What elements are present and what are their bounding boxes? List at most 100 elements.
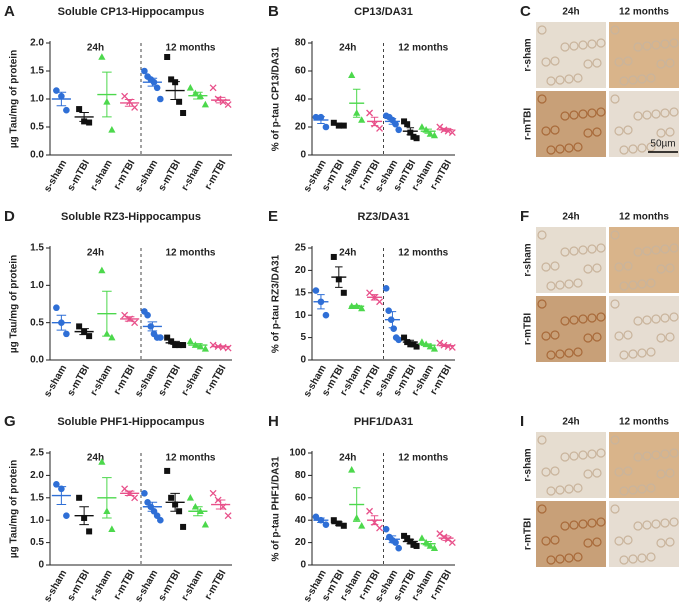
y-tick-label: 1.0 — [30, 94, 44, 105]
data-point — [430, 345, 439, 352]
data-point — [376, 124, 384, 132]
cell — [573, 483, 583, 493]
cell — [633, 111, 643, 121]
y-tick-label: 0 — [300, 150, 306, 161]
cell — [550, 535, 560, 545]
data-point — [108, 525, 116, 532]
data-point — [201, 100, 209, 108]
cell — [541, 536, 551, 546]
cell — [578, 245, 588, 255]
y-tick-label: 20 — [295, 537, 307, 548]
y-tick-label: 0.5 — [30, 537, 44, 548]
error-bar — [370, 116, 379, 127]
error-bar — [79, 328, 89, 336]
micrograph — [609, 501, 679, 567]
cell — [637, 74, 647, 84]
cell — [596, 312, 606, 322]
chart-title: CP13/DA31 — [354, 6, 413, 18]
cell — [651, 109, 661, 119]
data-point — [330, 119, 337, 126]
cell — [646, 347, 656, 357]
data-point — [410, 541, 417, 548]
micrograph — [609, 432, 679, 498]
data-point — [395, 336, 402, 344]
period-label: 24h — [87, 43, 104, 54]
y-axis-label: % of p-tau PHF1/DA31 — [271, 456, 282, 561]
cell — [550, 261, 560, 271]
cell — [628, 554, 638, 564]
cell — [550, 56, 560, 66]
panel-letter: H — [268, 413, 279, 430]
row-label: r-sham — [523, 38, 534, 71]
row-label: r-sham — [523, 448, 534, 481]
data-point — [76, 106, 83, 113]
data-point — [209, 84, 217, 92]
data-point — [312, 113, 320, 121]
cell — [628, 280, 638, 290]
error-bar — [56, 314, 67, 331]
cell — [660, 449, 670, 459]
data-point — [430, 131, 439, 139]
cell — [564, 74, 574, 84]
error-bar — [124, 490, 135, 497]
cell — [614, 126, 624, 136]
data-point — [53, 304, 60, 312]
period-label: 12 months — [165, 248, 215, 259]
data-point — [98, 53, 106, 60]
data-point — [448, 539, 456, 547]
data-point — [131, 319, 139, 327]
cell — [587, 39, 597, 49]
data-point — [201, 345, 209, 352]
cell — [537, 230, 547, 240]
error-bar — [406, 127, 415, 136]
cell — [646, 552, 656, 562]
cell — [592, 468, 602, 478]
x-tick-label: s-sham — [133, 363, 160, 399]
data-point — [312, 513, 320, 521]
column-label: 12 months — [619, 212, 669, 223]
cell — [619, 76, 629, 86]
cell — [560, 452, 570, 462]
y-tick-label: 60 — [295, 492, 307, 503]
cell — [660, 39, 670, 49]
cell — [642, 451, 652, 461]
cell — [578, 450, 588, 460]
data-point — [395, 126, 402, 134]
cell — [669, 517, 679, 527]
cell — [633, 316, 643, 326]
cell — [578, 109, 588, 119]
panel-letter: I — [520, 413, 524, 430]
error-bar — [147, 501, 158, 512]
y-tick-label: 60 — [295, 66, 307, 77]
y-tick-label: 1.0 — [30, 515, 44, 526]
cell — [614, 467, 624, 477]
cell — [546, 145, 556, 155]
cell — [578, 314, 588, 324]
cell — [633, 247, 643, 257]
data-point — [186, 494, 194, 501]
data-point — [121, 92, 129, 100]
data-point — [180, 523, 187, 530]
cell — [651, 245, 661, 255]
cell — [637, 279, 647, 289]
cell — [560, 247, 570, 257]
data-point — [63, 106, 70, 114]
cell — [642, 246, 652, 256]
cell — [623, 535, 633, 545]
cell — [541, 331, 551, 341]
y-tick-label: 20 — [295, 265, 307, 276]
row-label: r-sham — [523, 243, 534, 276]
cell — [619, 486, 629, 496]
x-tick-label: r-sham — [89, 363, 115, 397]
cell — [619, 145, 629, 155]
error-bar — [388, 311, 397, 329]
data-point — [108, 333, 116, 341]
data-point — [340, 522, 347, 529]
cell — [628, 349, 638, 359]
data-point — [86, 119, 93, 126]
x-tick-label: r-mTBI — [203, 363, 229, 397]
micrograph — [609, 227, 679, 293]
cell — [583, 59, 593, 69]
cell — [560, 316, 570, 326]
error-bar — [317, 517, 325, 523]
